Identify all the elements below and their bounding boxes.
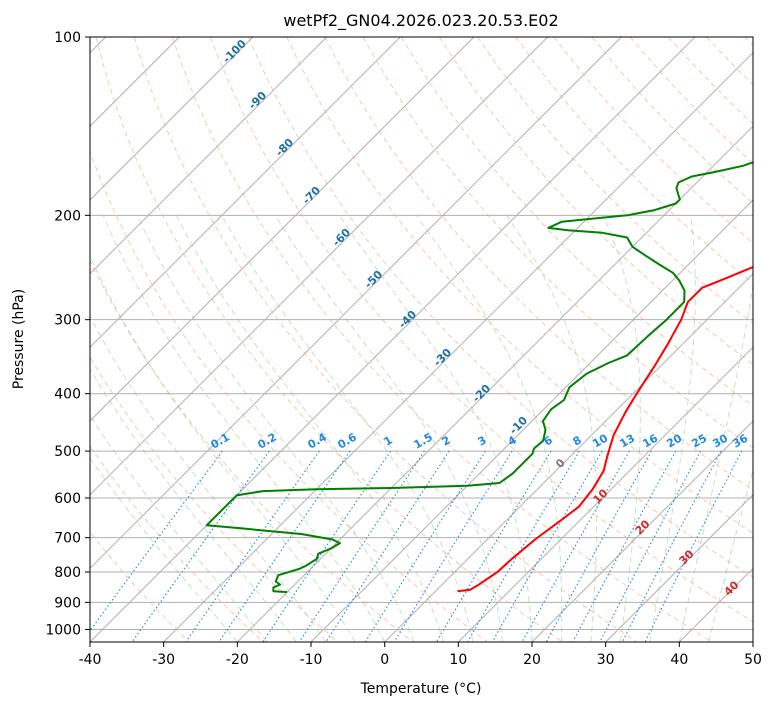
y-tick-label: 800 — [54, 565, 81, 581]
isotherm-gridline — [90, 37, 549, 496]
moist-adiabat — [506, 215, 598, 642]
dry-adiabat — [400, 37, 753, 407]
plot-frame — [89, 36, 754, 643]
grid-layer — [90, 37, 753, 642]
dry-adiabat — [133, 37, 638, 642]
mixing-ratio-line — [185, 450, 320, 642]
y-tick-label: 600 — [54, 491, 81, 507]
mixing-ratio-line — [262, 450, 392, 642]
mixing-ratio-line — [218, 450, 351, 642]
dry-adiabat — [90, 445, 264, 642]
background-lines — [90, 37, 753, 642]
y-tick-label: 300 — [54, 313, 81, 329]
moist-adiabat — [416, 215, 563, 642]
isotherm-gridline — [90, 37, 475, 422]
isotherm-gridline — [90, 37, 622, 570]
x-axis-ticks: -40 -30 -20 -10 0 10 20 30 40 50 — [79, 642, 762, 668]
moist-adiabat — [602, 215, 641, 642]
isotherm-gridline — [457, 346, 753, 642]
chart-title: wetPf2_GN04.2026.023.20.53.E02 — [283, 11, 558, 31]
isotherm-gridline — [531, 420, 753, 642]
moist-adiabat — [90, 414, 268, 642]
mixing-ratio-line — [599, 450, 701, 642]
isotherm-gridline — [90, 37, 696, 642]
series-layer — [205, 161, 753, 594]
moist-adiabat — [90, 254, 356, 642]
y-tick-label: 700 — [54, 531, 81, 547]
mixing-ratio-line — [521, 450, 630, 642]
mixing-ratio-line — [90, 450, 223, 632]
mixing-ratio-line — [572, 450, 677, 642]
isotherm-gridline — [90, 37, 401, 349]
moist-adiabat — [102, 215, 386, 642]
dry-adiabat — [362, 37, 753, 449]
isotherm-gridline — [310, 199, 753, 642]
mixing-ratio-line — [545, 450, 653, 642]
dry-adiabat — [171, 37, 712, 642]
moist-adiabat — [649, 215, 696, 642]
x-tick-label: -10 — [300, 652, 323, 668]
x-tick-label: 30 — [597, 652, 615, 668]
y-tick-label: 900 — [54, 595, 81, 611]
isotherm-gridline — [384, 272, 753, 642]
moist-adiabat — [175, 215, 445, 642]
isotherm-gridline — [90, 37, 328, 275]
dry-adiabat — [95, 37, 563, 642]
moist-adiabat — [90, 315, 327, 642]
moist-adiabat — [678, 282, 753, 642]
dry-adiabat — [248, 37, 753, 578]
moist-adiabat — [90, 367, 297, 642]
isotherm-gridline — [90, 37, 254, 201]
dry-adiabat — [210, 37, 753, 623]
x-tick-label: 0 — [380, 652, 389, 668]
moist-adiabat — [90, 457, 238, 642]
x-tick-label: -30 — [152, 652, 175, 668]
isotherm-gridline — [605, 493, 753, 642]
mixing-ratio-line — [491, 450, 603, 642]
y-axis-title: Pressure (hPa) — [11, 289, 27, 389]
mixing-ratio-line — [393, 450, 513, 642]
x-tick-label: -40 — [79, 652, 102, 668]
moist-adiabat — [136, 215, 415, 642]
y-tick-label: 200 — [54, 208, 81, 224]
y-tick-label: 100 — [54, 30, 81, 46]
x-tick-label: 10 — [449, 652, 467, 668]
y-tick-label: 400 — [54, 387, 81, 403]
x-tick-label: 20 — [523, 652, 541, 668]
moist-adiabat — [274, 215, 503, 642]
mixing-ratio-line — [298, 450, 425, 642]
y-tick-label: 1000 — [45, 622, 81, 638]
y-axis-ticks: 100 200 300 400 500 600 700 800 900 1000 — [45, 30, 90, 638]
dewpoint-profile-line — [205, 161, 753, 594]
x-tick-label: 40 — [670, 652, 688, 668]
moist-adiabat — [339, 215, 533, 642]
dry-adiabat — [90, 150, 488, 642]
temperature-profile-line — [457, 266, 753, 593]
isotherm-gridline — [163, 51, 753, 642]
x-tick-label: -20 — [226, 652, 249, 668]
moist-adiabat — [221, 215, 474, 642]
x-tick-label: 50 — [744, 652, 762, 668]
y-tick-label: 500 — [54, 444, 81, 460]
mixing-ratio-line — [644, 450, 743, 642]
mixing-ratio-line — [621, 450, 722, 642]
x-axis-title: Temperature (°C) — [360, 681, 482, 697]
dry-adiabat — [324, 37, 753, 491]
